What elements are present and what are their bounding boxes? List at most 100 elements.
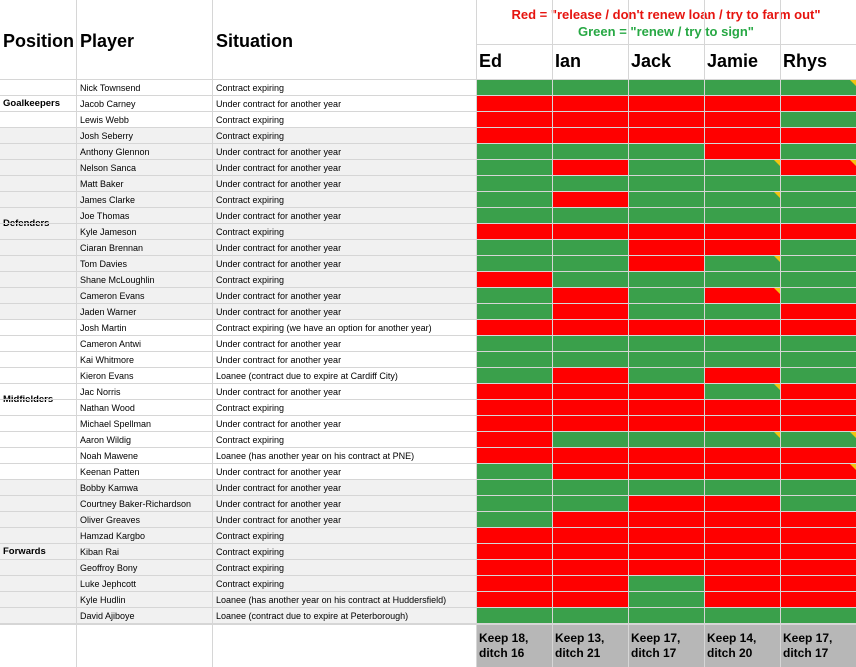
vote-cell-ian-release[interactable] <box>552 224 628 240</box>
vote-cell-ed-keep[interactable] <box>476 608 552 624</box>
vote-cell-jamie-release[interactable] <box>704 528 780 544</box>
vote-cell-jack-keep[interactable] <box>628 192 704 208</box>
vote-cell-ed-release[interactable] <box>476 384 552 400</box>
vote-cell-jamie-release[interactable] <box>704 544 780 560</box>
vote-cell-jack-keep[interactable] <box>628 176 704 192</box>
vote-cell-ian-keep[interactable] <box>552 256 628 272</box>
vote-cell-jamie-keep[interactable] <box>704 160 780 176</box>
vote-cell-jack-keep[interactable] <box>628 432 704 448</box>
vote-cell-rhys-keep[interactable] <box>780 240 856 256</box>
player-name-cell[interactable]: Geoffroy Bony <box>80 563 138 573</box>
player-name-cell[interactable]: Nathan Wood <box>80 403 135 413</box>
vote-cell-ian-release[interactable] <box>552 368 628 384</box>
vote-cell-ed-release[interactable] <box>476 400 552 416</box>
vote-cell-rhys-release[interactable] <box>780 560 856 576</box>
vote-cell-jack-keep[interactable] <box>628 304 704 320</box>
vote-cell-jamie-release[interactable] <box>704 464 780 480</box>
vote-cell-rhys-keep[interactable] <box>780 288 856 304</box>
vote-cell-rhys-keep[interactable] <box>780 272 856 288</box>
vote-cell-ed-release[interactable] <box>476 448 552 464</box>
player-name-cell[interactable]: Ciaran Brennan <box>80 243 144 253</box>
player-name-cell[interactable]: Kyle Jameson <box>80 227 137 237</box>
vote-cell-jack-keep[interactable] <box>628 144 704 160</box>
situation-cell[interactable]: Contract expiring (we have an option for… <box>216 323 432 333</box>
vote-cell-ed-release[interactable] <box>476 544 552 560</box>
header-situation[interactable]: Situation <box>216 31 293 51</box>
vote-cell-ian-keep[interactable] <box>552 240 628 256</box>
vote-cell-rhys-release[interactable] <box>780 528 856 544</box>
vote-cell-rhys-release[interactable] <box>780 224 856 240</box>
voter-header-jamie[interactable]: Jamie <box>707 51 759 71</box>
situation-cell[interactable]: Contract expiring <box>216 579 285 589</box>
vote-cell-jamie-release[interactable] <box>704 400 780 416</box>
vote-cell-jamie-keep[interactable] <box>704 304 780 320</box>
legend-green[interactable]: Green = "renew / try to sign" <box>578 24 754 39</box>
vote-cell-ian-release[interactable] <box>552 528 628 544</box>
vote-cell-ian-release[interactable] <box>552 544 628 560</box>
vote-cell-rhys-release[interactable] <box>780 448 856 464</box>
comment-marker-icon[interactable] <box>774 256 780 262</box>
vote-cell-ian-release[interactable] <box>552 384 628 400</box>
vote-cell-ian-release[interactable] <box>552 192 628 208</box>
vote-cell-jamie-keep[interactable] <box>704 480 780 496</box>
vote-cell-jamie-release[interactable] <box>704 512 780 528</box>
vote-cell-jack-release[interactable] <box>628 416 704 432</box>
vote-cell-ed-keep[interactable] <box>476 256 552 272</box>
player-name-cell[interactable]: Cameron Antwi <box>80 339 142 349</box>
vote-cell-jack-keep[interactable] <box>628 576 704 592</box>
vote-cell-jack-release[interactable] <box>628 512 704 528</box>
group-label-forwards[interactable]: Forwards <box>3 546 46 557</box>
situation-cell[interactable]: Under contract for another year <box>216 387 342 397</box>
vote-cell-ed-keep[interactable] <box>476 240 552 256</box>
vote-cell-ed-release[interactable] <box>476 432 552 448</box>
vote-cell-jack-release[interactable] <box>628 496 704 512</box>
situation-cell[interactable]: Contract expiring <box>216 563 285 573</box>
player-name-cell[interactable]: Kai Whitmore <box>80 355 135 365</box>
voter-header-ian[interactable]: Ian <box>555 51 582 71</box>
situation-cell[interactable]: Contract expiring <box>216 547 285 557</box>
comment-marker-icon[interactable] <box>850 160 856 166</box>
vote-cell-jamie-keep[interactable] <box>704 272 780 288</box>
voter-header-jack[interactable]: Jack <box>631 51 672 71</box>
vote-cell-jack-keep[interactable] <box>628 336 704 352</box>
vote-cell-jamie-keep[interactable] <box>704 336 780 352</box>
vote-cell-ian-release[interactable] <box>552 400 628 416</box>
vote-cell-ed-release[interactable] <box>476 592 552 608</box>
vote-cell-rhys-release[interactable] <box>780 304 856 320</box>
player-name-cell[interactable]: Matt Baker <box>80 179 124 189</box>
vote-cell-ed-keep[interactable] <box>476 480 552 496</box>
vote-cell-ian-keep[interactable] <box>552 352 628 368</box>
vote-cell-rhys-keep[interactable] <box>780 496 856 512</box>
vote-cell-jamie-release[interactable] <box>704 448 780 464</box>
player-name-cell[interactable]: Luke Jephcott <box>80 579 137 589</box>
vote-cell-ed-release[interactable] <box>476 272 552 288</box>
player-name-cell[interactable]: Anthony Glennon <box>80 147 150 157</box>
player-name-cell[interactable]: Michael Spellman <box>80 419 152 429</box>
vote-cell-ian-keep[interactable] <box>552 144 628 160</box>
total-cell-ed[interactable]: Keep 18, ditch 16 <box>476 624 552 667</box>
comment-marker-icon[interactable] <box>774 432 780 438</box>
vote-cell-jack-keep[interactable] <box>628 480 704 496</box>
player-name-cell[interactable]: Oliver Greaves <box>80 515 141 525</box>
vote-cell-jamie-release[interactable] <box>704 144 780 160</box>
situation-cell[interactable]: Under contract for another year <box>216 163 342 173</box>
vote-cell-jack-release[interactable] <box>628 528 704 544</box>
player-name-cell[interactable]: Nick Townsend <box>80 83 141 93</box>
situation-cell[interactable]: Contract expiring <box>216 403 285 413</box>
situation-cell[interactable]: Under contract for another year <box>216 355 342 365</box>
vote-cell-ed-keep[interactable] <box>476 160 552 176</box>
vote-cell-jack-release[interactable] <box>628 224 704 240</box>
vote-cell-jack-keep[interactable] <box>628 608 704 624</box>
vote-cell-rhys-keep[interactable] <box>780 208 856 224</box>
vote-cell-rhys-keep[interactable] <box>780 192 856 208</box>
comment-marker-icon[interactable] <box>850 432 856 438</box>
player-name-cell[interactable]: Keenan Patten <box>80 467 140 477</box>
vote-cell-jamie-release[interactable] <box>704 224 780 240</box>
vote-cell-ian-release[interactable] <box>552 592 628 608</box>
vote-cell-ed-keep[interactable] <box>476 512 552 528</box>
vote-cell-rhys-release[interactable] <box>780 544 856 560</box>
total-cell-jamie[interactable]: Keep 14, ditch 20 <box>704 624 780 667</box>
situation-cell[interactable]: Contract expiring <box>216 275 285 285</box>
vote-cell-rhys-keep[interactable] <box>780 608 856 624</box>
vote-cell-ian-release[interactable] <box>552 512 628 528</box>
